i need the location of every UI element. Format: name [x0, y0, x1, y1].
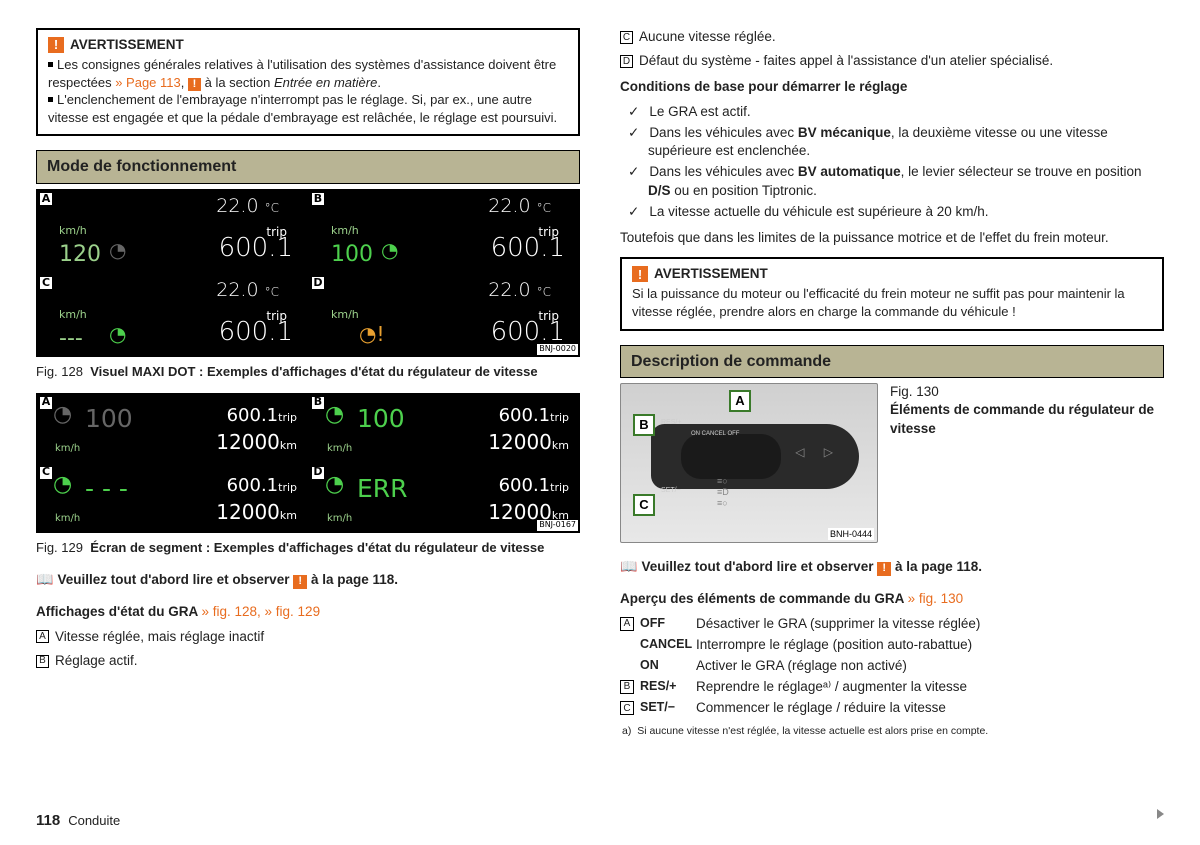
aff-title: Affichages d'état du GRA » fig. 128, » f… [36, 603, 580, 621]
section-mode: Mode de fonctionnement [36, 150, 580, 184]
dash-d: D 22.0 °C km/h ◔! trip 600.1 BNJ-0020 [309, 274, 579, 356]
aff-d: DDéfaut du système - faites appel à l'as… [620, 52, 1164, 70]
read-observe-left: Veuillez tout d'abord lire et observer !… [36, 570, 580, 589]
control-image: ◁ ▷ ≡○≡D≡○ RES/+ ON CANCEL OFF SET/− A B… [620, 383, 878, 543]
apercu-title: Aperçu des éléments de commande du GRA »… [620, 590, 1164, 608]
dash-a: A 22.0 °C km/h 120 ◔ trip 600.1 [37, 190, 307, 272]
fig128-caption: Fig. 128 Visuel MAXI DOT : Exemples d'af… [36, 363, 580, 381]
fig130-caption: Fig. 130Éléments de commande du régulate… [890, 383, 1164, 438]
aff-c: CAucune vitesse réglée. [620, 28, 1164, 46]
page-footer: 118Conduite [36, 811, 120, 831]
fig130: ◁ ▷ ≡○≡D≡○ RES/+ ON CANCEL OFF SET/− A B… [620, 383, 1164, 543]
dash-c: C 22.0 °C km/h --- ◔ trip 600.1 [37, 274, 307, 356]
dash-grid-1: A 22.0 °C km/h 120 ◔ trip 600.1 B 22.0 °… [36, 189, 580, 357]
control-table: AOFFDésactiver le GRA (supprimer la vite… [620, 615, 1164, 718]
toutefois: Toutefois que dans les limites de la pui… [620, 229, 1164, 247]
fig129-caption: Fig. 129 Écran de segment : Exemples d'a… [36, 539, 580, 557]
warning-box-left: ! AVERTISSEMENT Les consignes générales r… [36, 28, 580, 136]
dash2-a: A ◔ 100 km/h 600.1trip 12000km [37, 394, 307, 462]
dash2-d: D ◔ ERR km/h 600.1trip 12000km BNJ-0167 [309, 464, 579, 532]
check-list: Le GRA est actif. Dans les véhicules ave… [620, 103, 1164, 221]
continue-icon [1157, 809, 1164, 819]
cond-title: Conditions de base pour démarrer le régl… [620, 78, 1164, 96]
footnote: a) Si aucune vitesse n'est réglée, la vi… [620, 724, 1164, 738]
aff-b: BRéglage actif. [36, 652, 580, 670]
dash-grid-2: A ◔ 100 km/h 600.1trip 12000km B ◔ 100 k… [36, 393, 580, 533]
aff-a: AVitesse réglée, mais réglage inactif [36, 628, 580, 646]
dash-b: B 22.0 °C km/h 100 ◔ trip 600.1 [309, 190, 579, 272]
dash2-b: B ◔ 100 km/h 600.1trip 12000km [309, 394, 579, 462]
read-observe-right: Veuillez tout d'abord lire et observer !… [620, 557, 1164, 576]
warning-icon: ! [48, 37, 64, 53]
warning-box-right: !AVERTISSEMENT Si la puissance du moteur… [620, 257, 1164, 330]
section-desc: Description de commande [620, 345, 1164, 379]
dash2-c: C ◔ - - - km/h 600.1trip 12000km [37, 464, 307, 532]
warning-body: Les consignes générales relatives à l'ut… [48, 56, 568, 126]
warning-label: AVERTISSEMENT [70, 36, 184, 54]
